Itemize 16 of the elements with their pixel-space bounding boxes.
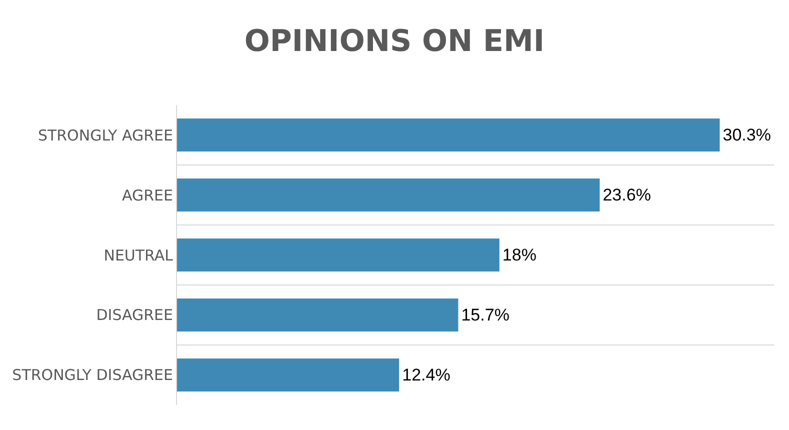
bar [177,238,500,272]
data-label: 18% [502,246,536,264]
y-tick-label: DISAGREE [96,306,173,324]
y-tick-label: STRONGLY AGREE [38,126,173,144]
bar [177,298,458,332]
y-tick-label: NEUTRAL [104,246,174,264]
bar [177,118,720,152]
data-label: 15.7% [461,305,510,324]
chart-title: OPINIONS ON EMI [244,24,545,60]
data-label: 23.6% [602,186,651,205]
bar [177,178,600,212]
y-tick-label: STRONGLY DISAGREE [12,366,173,384]
data-label: 30.3% [722,126,771,145]
data-label: 12.4% [402,365,450,384]
y-tick-label: AGREE [122,186,173,204]
bar [177,358,400,392]
